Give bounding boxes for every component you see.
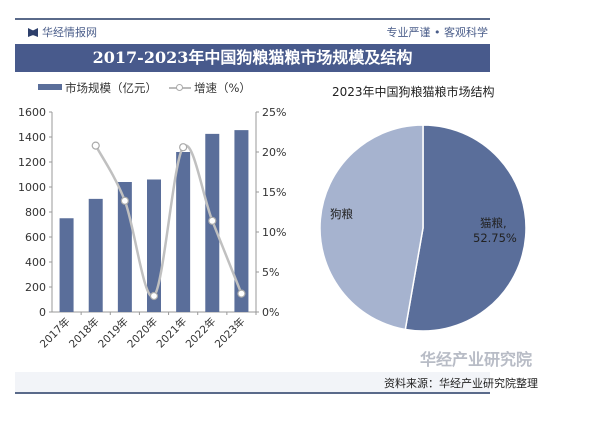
y-tick-label: 1200 (18, 156, 46, 169)
legend-bar-swatch (38, 84, 62, 90)
growth-point (149, 291, 159, 301)
x-tick-label: 2018年 (66, 315, 102, 351)
y2-tick-label: 0% (262, 306, 279, 319)
bottom-rule (15, 392, 490, 394)
growth-point (120, 196, 129, 205)
y2-tick-label: 25% (262, 106, 286, 119)
y2-tick-label: 10% (262, 226, 286, 239)
y2-tick-label: 20% (262, 146, 286, 159)
top-rule (15, 18, 490, 20)
x-tick-label: 2017年 (37, 315, 73, 351)
pie-label-cat: 猫粮, (480, 216, 507, 230)
y-tick-label: 600 (25, 231, 46, 244)
slogan: 专业严谨 • 客观科学 (386, 26, 488, 39)
y-tick-label: 1600 (18, 106, 46, 119)
x-tick-label: 2019年 (95, 315, 131, 351)
x-tick-label: 2020年 (125, 315, 161, 351)
legend-bar-label: 市场规模（亿元） (65, 81, 157, 95)
pie-value-cat: 52.75% (473, 231, 517, 245)
x-tick-label: 2021年 (154, 315, 190, 351)
brand-logo-icon (28, 28, 38, 37)
bar-2017年 (59, 218, 74, 312)
y-tick-label: 200 (25, 281, 46, 294)
growth-point (237, 289, 246, 298)
legend-line-label: 增速（%） (194, 81, 251, 95)
bar-2018年 (88, 198, 103, 312)
x-tick-label: 2023年 (212, 315, 248, 351)
bar-chart-legend: 市场规模（亿元） 增速（%） (38, 80, 251, 96)
y-tick-label: 1400 (18, 131, 46, 144)
footer-band (15, 372, 490, 392)
page-title: 2017-2023年中国狗粮猫粮市场规模及结构 (15, 44, 490, 72)
pie-label-dog: 狗粮 (330, 207, 353, 221)
pie-title: 2023年中国狗粮猫粮市场结构 (332, 85, 495, 99)
legend-line-swatch (169, 84, 191, 91)
y-tick-label: 400 (25, 256, 46, 269)
pie-slice-猫粮 (404, 124, 527, 332)
bar-2023年 (234, 130, 249, 312)
growth-point (208, 216, 217, 225)
pie-slice-狗粮 (319, 124, 424, 331)
bar-2021年 (176, 152, 191, 312)
growth-line (94, 144, 243, 298)
watermark: 华经产业研究院 (420, 350, 533, 369)
y2-tick-label: 15% (262, 186, 286, 199)
y-tick-label: 1000 (18, 181, 46, 194)
bar-2020年 (147, 179, 161, 312)
y2-tick-label: 5% (262, 266, 279, 279)
y-tick-label: 0 (39, 306, 46, 319)
y-tick-label: 800 (25, 206, 46, 219)
brand-name: 华经情报网 (42, 26, 97, 39)
source-note: 资料来源：华经产业研究院整理 (384, 377, 538, 390)
growth-point (179, 143, 188, 152)
growth-point (91, 141, 100, 150)
x-tick-label: 2022年 (183, 315, 219, 351)
brand: 华经情报网 (28, 24, 97, 40)
